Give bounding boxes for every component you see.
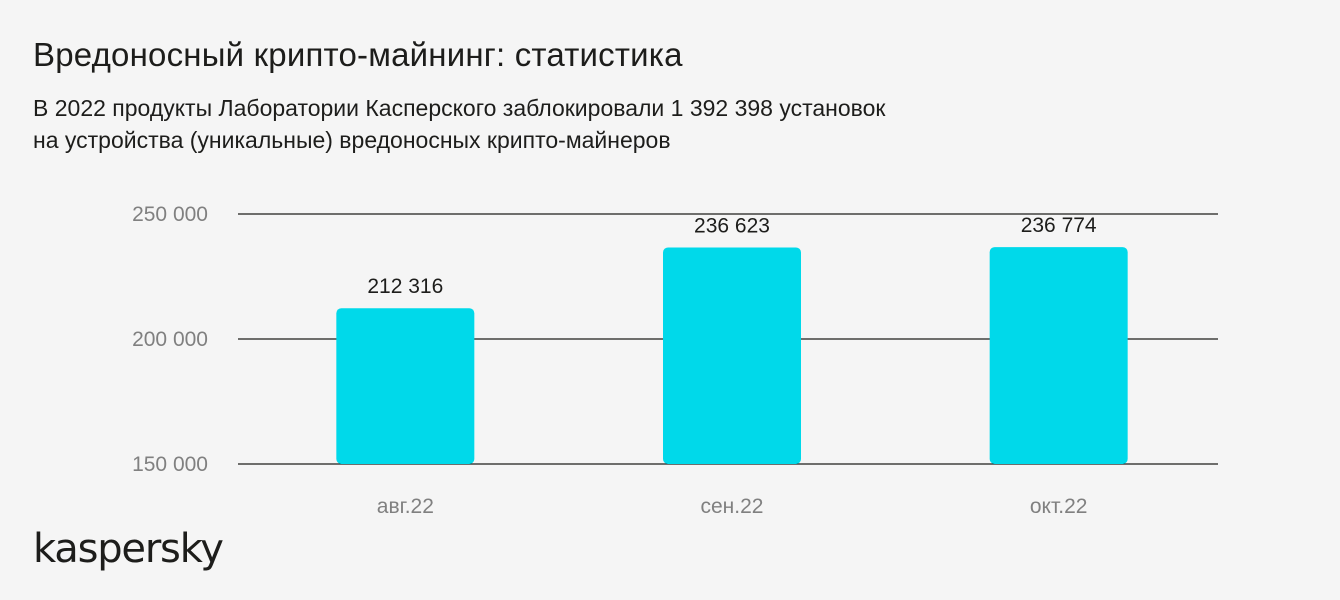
y-axis-tick-labels: 150 000 200 000 250 000 [132,203,208,476]
chart-title: Вредоносный крипто-майнинг: статистика [33,36,683,73]
value-labels: 212 316 236 623 236 774 [367,214,1097,298]
bar [336,308,475,464]
bar [663,247,801,464]
bars [336,247,1128,464]
y-tick-label: 150 000 [132,453,208,476]
subtitle-line-1: В 2022 продукты Лаборатории Касперского … [33,95,886,121]
x-tick-label: сен.22 [701,495,764,518]
data-label: 212 316 [367,275,443,298]
subtitle-line-2: на устройства (уникальные) вредоносных к… [33,127,671,153]
chart-subtitle: В 2022 продукты Лаборатории Касперского … [33,92,1133,156]
kaspersky-logo: kaspersky [33,526,224,572]
data-label: 236 774 [1021,214,1097,237]
x-tick-label: авг.22 [377,495,434,518]
y-tick-label: 250 000 [132,203,208,226]
x-axis-category-labels: авг.22 сен.22 окт.22 [377,495,1088,518]
y-tick-label: 200 000 [132,328,208,351]
x-tick-label: окт.22 [1030,495,1088,518]
bar [989,247,1128,464]
data-label: 236 623 [694,214,770,237]
